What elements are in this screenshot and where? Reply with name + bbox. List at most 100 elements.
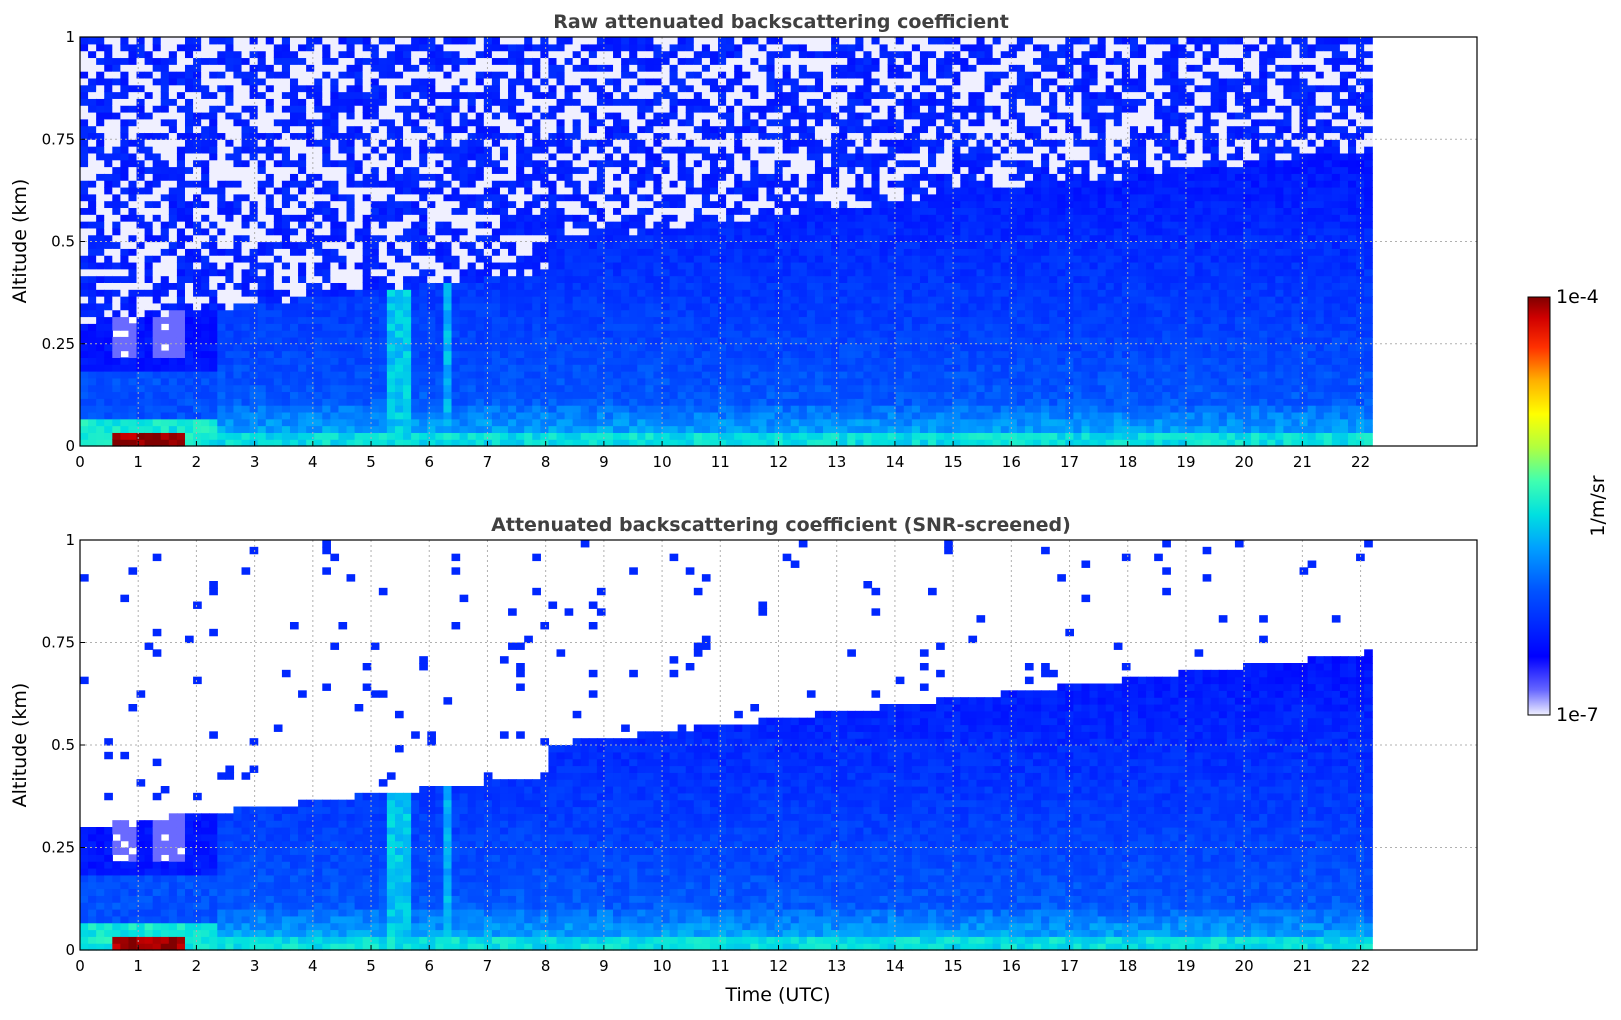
heatmap-cell bbox=[403, 391, 412, 399]
heatmap-cell bbox=[298, 166, 307, 174]
heatmap-cell bbox=[289, 282, 299, 290]
heatmap-cell bbox=[734, 37, 743, 45]
heatmap-cell bbox=[403, 91, 412, 99]
heatmap-cell bbox=[362, 411, 372, 420]
heatmap-cell bbox=[459, 71, 469, 79]
heatmap-cell bbox=[709, 316, 719, 324]
heatmap-cell bbox=[475, 350, 485, 358]
heatmap-cell bbox=[508, 398, 517, 406]
heatmap-cell bbox=[572, 64, 582, 72]
heatmap-cell bbox=[257, 193, 267, 202]
heatmap-cell bbox=[120, 152, 130, 161]
heatmap-cell bbox=[540, 296, 550, 304]
heatmap-cell bbox=[548, 309, 558, 318]
heatmap-cell bbox=[386, 166, 396, 174]
heatmap-cell bbox=[564, 275, 574, 283]
heatmap-cell bbox=[152, 432, 162, 440]
heatmap-cell bbox=[217, 357, 226, 365]
heatmap-cell bbox=[112, 180, 121, 188]
heatmap-cell bbox=[718, 296, 727, 304]
heatmap-cell bbox=[338, 57, 348, 65]
heatmap-cell bbox=[548, 173, 558, 181]
heatmap-cell bbox=[184, 173, 194, 181]
heatmap-cell bbox=[322, 200, 331, 209]
heatmap-cell bbox=[508, 411, 517, 420]
heatmap-cell bbox=[588, 255, 598, 263]
heatmap-cell bbox=[338, 173, 348, 181]
heatmap-cell bbox=[193, 159, 202, 168]
heatmap-cell bbox=[548, 91, 558, 99]
heatmap-cell bbox=[152, 316, 162, 324]
heatmap-cell bbox=[104, 50, 113, 59]
heatmap-cell bbox=[273, 261, 283, 270]
heatmap-cell bbox=[160, 71, 170, 79]
heatmap-cell bbox=[338, 248, 348, 256]
heatmap-cell bbox=[669, 37, 679, 45]
heatmap-cell bbox=[475, 84, 485, 93]
heatmap-cell bbox=[451, 432, 461, 440]
heatmap-cell bbox=[734, 289, 743, 297]
heatmap-cell bbox=[241, 111, 251, 120]
heatmap-cell bbox=[184, 316, 194, 324]
heatmap-cell bbox=[176, 193, 186, 202]
heatmap-cell bbox=[685, 330, 695, 338]
heatmap-cell bbox=[354, 173, 364, 181]
heatmap-cell bbox=[241, 309, 251, 318]
heatmap-cell bbox=[693, 432, 703, 440]
heatmap-cell bbox=[459, 377, 469, 386]
heatmap-cell bbox=[386, 173, 396, 181]
heatmap-cell bbox=[637, 391, 646, 399]
heatmap-cell bbox=[427, 221, 436, 229]
heatmap-cell bbox=[524, 214, 533, 222]
heatmap-cell bbox=[701, 57, 711, 65]
heatmap-cell bbox=[443, 439, 453, 447]
heatmap-cell bbox=[451, 193, 461, 202]
heatmap-cell bbox=[289, 193, 299, 202]
heatmap-cell bbox=[540, 91, 550, 99]
heatmap-cell bbox=[435, 241, 445, 249]
heatmap-cell bbox=[516, 405, 525, 413]
heatmap-cell bbox=[564, 302, 574, 311]
heatmap-cell bbox=[596, 261, 606, 270]
heatmap-cell bbox=[362, 275, 372, 283]
heatmap-cell bbox=[144, 180, 154, 188]
heatmap-cell bbox=[596, 186, 606, 195]
heatmap-cell bbox=[322, 261, 331, 270]
heatmap-cell bbox=[160, 309, 170, 318]
heatmap-cell bbox=[661, 166, 671, 174]
heatmap-cell bbox=[354, 207, 364, 215]
heatmap-cell bbox=[580, 357, 590, 365]
heatmap-cell bbox=[265, 289, 275, 297]
heatmap-cell bbox=[637, 214, 646, 222]
heatmap-cell bbox=[314, 71, 323, 79]
heatmap-cell bbox=[483, 418, 493, 427]
heatmap-cell bbox=[419, 302, 428, 311]
heatmap-cell bbox=[378, 282, 388, 290]
heatmap-cell bbox=[298, 377, 307, 386]
heatmap-cell bbox=[233, 275, 243, 283]
heatmap-cell bbox=[322, 316, 331, 324]
heatmap-cell bbox=[314, 57, 323, 65]
heatmap-cell bbox=[742, 43, 751, 52]
heatmap-cell bbox=[580, 227, 590, 236]
heatmap-cell bbox=[580, 57, 590, 65]
heatmap-cell bbox=[508, 425, 517, 433]
heatmap-cell bbox=[459, 248, 469, 256]
heatmap-cell bbox=[249, 377, 259, 386]
heatmap-cell bbox=[201, 398, 210, 406]
heatmap-cell bbox=[338, 180, 348, 188]
heatmap-cell bbox=[403, 173, 412, 181]
heatmap-cell bbox=[168, 221, 178, 229]
heatmap-cell bbox=[104, 152, 113, 161]
heatmap-cell bbox=[249, 166, 259, 174]
heatmap-cell bbox=[88, 50, 97, 59]
heatmap-cell bbox=[701, 125, 711, 134]
heatmap-cell bbox=[193, 98, 202, 106]
heatmap-cell bbox=[112, 234, 121, 243]
heatmap-cell bbox=[685, 118, 695, 127]
heatmap-cell bbox=[451, 296, 461, 304]
heatmap-cell bbox=[88, 261, 97, 270]
heatmap-cell bbox=[136, 439, 146, 447]
heatmap-cell bbox=[314, 248, 323, 256]
heatmap-cell bbox=[265, 248, 275, 256]
